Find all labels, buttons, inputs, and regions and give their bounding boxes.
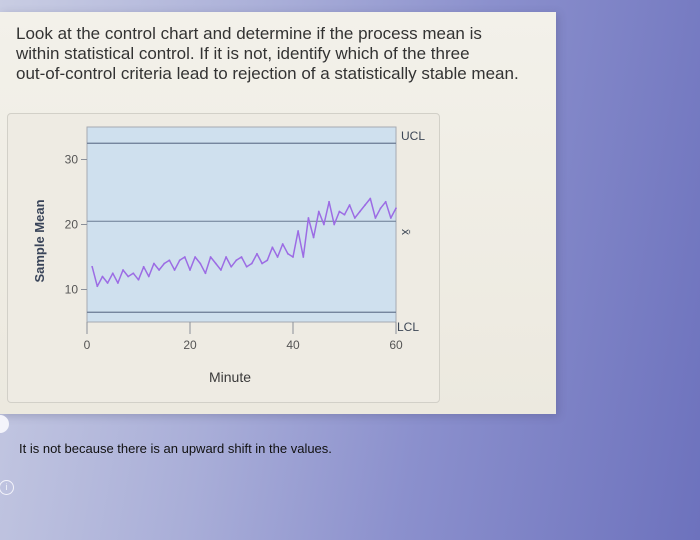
data-point — [132, 272, 135, 275]
data-point — [276, 256, 279, 258]
plot-area — [86, 126, 397, 323]
data-point — [297, 230, 300, 232]
x-axis-title: Minute — [209, 369, 251, 385]
data-point — [173, 269, 176, 271]
data-point — [178, 259, 181, 262]
data-point — [122, 269, 124, 271]
data-point — [379, 207, 382, 210]
y-tick-label: 10 — [65, 283, 79, 297]
data-point — [333, 223, 336, 226]
data-point — [338, 210, 341, 213]
data-point — [292, 256, 294, 258]
data-point — [389, 217, 392, 219]
control-chart-svg: 0 20 40 60 10 20 30 UCL x̄ LCL Sample Mean Min… — [32, 126, 425, 385]
data-point — [147, 275, 150, 278]
data-point — [256, 252, 258, 255]
data-point — [364, 204, 366, 206]
info-icon[interactable]: i — [0, 480, 14, 495]
data-point — [312, 236, 315, 239]
data-point — [250, 262, 253, 265]
data-point — [117, 282, 119, 284]
data-point — [302, 256, 305, 258]
data-point — [220, 269, 222, 271]
data-point — [348, 204, 351, 206]
data-point — [101, 275, 104, 278]
data-point — [91, 265, 94, 268]
data-point — [214, 262, 217, 265]
data-point — [194, 256, 197, 258]
data-point — [323, 223, 325, 226]
question-text: Look at the control chart and determine … — [16, 24, 551, 84]
data-point — [240, 256, 243, 258]
x-tick-label: 0 — [84, 338, 91, 352]
x-tick-label: 40 — [286, 338, 300, 352]
x-tick-label: 60 — [389, 338, 403, 352]
data-point — [106, 282, 109, 284]
data-point — [96, 285, 99, 288]
data-point — [168, 259, 171, 262]
data-point — [359, 210, 361, 213]
data-point — [395, 207, 397, 210]
sample-mean-series-line — [91, 197, 397, 288]
data-point — [328, 200, 330, 203]
data-point — [127, 275, 130, 278]
control-chart: 0 20 40 60 10 20 30 UCL x̄ LCL Sample Mean Min… — [7, 113, 440, 403]
question-line-2: within statistical control. If it is not… — [16, 44, 470, 63]
data-point — [353, 217, 356, 219]
y-tick-label: 30 — [65, 153, 79, 167]
data-point — [266, 259, 269, 262]
y-axis-title: Sample Mean — [32, 199, 47, 282]
question-line-3: out-of-control criteria lead to rejectio… — [16, 64, 519, 83]
data-point — [235, 259, 238, 262]
data-point — [245, 265, 248, 268]
data-point — [142, 265, 145, 268]
answer-option-label: It is not because there is an upward shi… — [19, 441, 332, 456]
data-point — [199, 262, 202, 265]
data-point — [137, 278, 140, 281]
answer-option[interactable]: It is not because there is an upward shi… — [0, 410, 700, 470]
data-point — [261, 262, 263, 265]
data-point — [225, 256, 227, 258]
data-point — [271, 246, 274, 249]
data-point — [369, 197, 372, 200]
data-point — [183, 256, 186, 258]
data-point — [153, 262, 155, 265]
data-point — [307, 217, 310, 219]
data-point — [230, 265, 233, 268]
lcl-label: LCL — [397, 320, 419, 334]
question-panel: Look at the control chart and determine … — [0, 12, 556, 414]
data-point — [343, 213, 346, 216]
x-tick-label: 20 — [183, 338, 197, 352]
radio-circle-icon[interactable] — [0, 415, 9, 433]
data-point — [286, 252, 289, 255]
data-point — [204, 272, 207, 275]
data-point — [317, 210, 320, 213]
data-point — [281, 243, 284, 245]
data-point — [111, 272, 114, 275]
data-point — [209, 256, 212, 258]
data-point — [384, 200, 387, 203]
data-point — [374, 217, 377, 219]
data-point — [163, 262, 166, 265]
center-line-label: x̄ — [399, 229, 413, 235]
data-point — [189, 269, 191, 271]
question-line-1: Look at the control chart and determine … — [16, 24, 482, 43]
ucl-label: UCL — [401, 129, 425, 143]
y-tick-label: 20 — [65, 218, 79, 232]
data-point — [158, 269, 161, 271]
